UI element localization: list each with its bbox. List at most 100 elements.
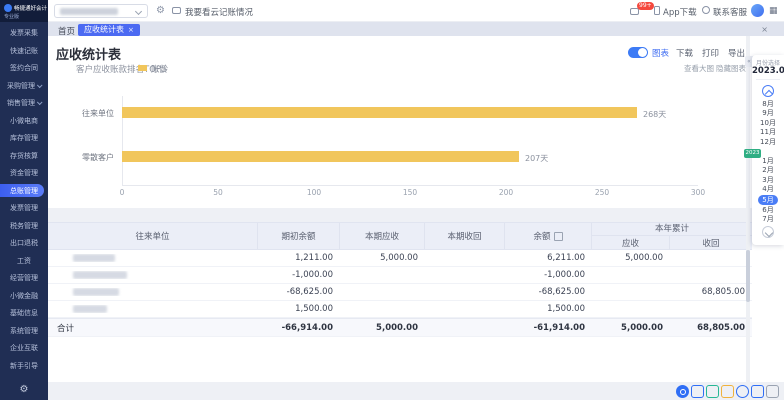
- cell-balance: -1,000.00: [544, 270, 585, 280]
- x-tick-200: 200: [498, 188, 514, 197]
- toggle-knob: [638, 48, 647, 57]
- sidebar: 发票采集 快速记账 签约合同 采购管理 销售管理 小微电商 库存管理 存货核算 …: [0, 22, 48, 400]
- avatar[interactable]: [751, 4, 764, 17]
- sidebar-item-export-rebate[interactable]: 出口退税: [10, 239, 38, 247]
- phone-icon: [654, 6, 660, 15]
- month-item[interactable]: 1月: [762, 157, 774, 165]
- table-row[interactable]: 1,500.00 1,500.00: [48, 301, 752, 318]
- sidebar-item-system[interactable]: 系统管理: [10, 326, 38, 335]
- tab-bar: [48, 22, 784, 36]
- close-icon[interactable]: ×: [128, 26, 134, 34]
- message-badge: 99+: [637, 2, 654, 10]
- sidebar-item-inventory[interactable]: 库存管理: [10, 134, 38, 142]
- month-item[interactable]: 8月: [762, 100, 774, 108]
- col-header-opening: 期初余额: [258, 223, 340, 249]
- customer-name-masked: [48, 305, 258, 313]
- customer-service-icon[interactable]: [676, 385, 689, 398]
- customer-name-masked: [48, 271, 258, 279]
- hide-chart-link[interactable]: 隐藏图表: [716, 64, 746, 73]
- month-item[interactable]: 12月: [760, 137, 776, 146]
- customer-name-masked: [48, 254, 258, 262]
- table-row[interactable]: -68,625.00 -68,625.00 68,805.00: [48, 284, 752, 301]
- table-row[interactable]: 1,211.00 5,000.00 6,211.00 5,000.00: [48, 250, 752, 267]
- month-item[interactable]: 2月: [762, 166, 774, 175]
- view-full-report-link[interactable]: 查看大图: [684, 64, 714, 73]
- close-all-tabs-icon[interactable]: ×: [761, 25, 768, 34]
- sidebar-item-tax[interactable]: 税务管理: [10, 221, 38, 230]
- chevron-down-icon[interactable]: [134, 7, 143, 16]
- gear-icon[interactable]: ⚙: [156, 5, 165, 16]
- sidebar-item-finance-service[interactable]: 小微金融: [10, 291, 38, 300]
- message-icon[interactable]: [630, 8, 639, 15]
- bottom-strip: [48, 382, 784, 400]
- col-header-ytd-receivable: 应收: [592, 236, 670, 250]
- account-set-search-input[interactable]: [54, 4, 148, 18]
- panel-collapse-handle[interactable]: «: [745, 56, 753, 67]
- sidebar-item-base-info[interactable]: 基础信息: [10, 309, 38, 317]
- sidebar-item-payroll[interactable]: 工资: [17, 256, 31, 265]
- edit-icon[interactable]: [706, 385, 719, 398]
- report-icon[interactable]: [691, 385, 704, 398]
- scroll-up-icon[interactable]: [762, 85, 774, 98]
- sidebar-item-operations[interactable]: 经营管理: [10, 274, 38, 282]
- section-divider: [48, 208, 784, 222]
- bar-1: [122, 107, 637, 118]
- month-item[interactable]: 7月: [762, 215, 774, 224]
- cell-opening: 1,500.00: [295, 304, 333, 314]
- table-row[interactable]: -1,000.00 -1,000.00: [48, 267, 752, 284]
- sidebar-item-contract[interactable]: 签约合同: [10, 64, 38, 72]
- month-item[interactable]: 11月: [760, 128, 776, 137]
- month-item[interactable]: 9月: [762, 109, 774, 118]
- month-item[interactable]: 10月: [760, 118, 776, 127]
- sidebar-item-stock-accounting[interactable]: 存货核算: [10, 151, 38, 160]
- scroll-down-icon[interactable]: [762, 226, 774, 238]
- total-balance: -61,914.00: [533, 322, 585, 333]
- cell-opening: -1,000.00: [292, 270, 333, 280]
- app-download-link[interactable]: App下载: [663, 8, 697, 18]
- month-item[interactable]: 4月: [762, 185, 774, 194]
- col-group-ytd: 本年累计 应收 收回: [592, 223, 752, 250]
- sidebar-item-quick-entry[interactable]: 快速记账: [10, 46, 38, 55]
- sidebar-item-general-ledger[interactable]: 总账管理: [10, 186, 38, 195]
- col-header-ytd-received: 收回: [702, 239, 720, 249]
- sidebar-item-invoice-capture[interactable]: 发票采集: [10, 29, 38, 37]
- sidebar-item-sales[interactable]: 销售管理: [0, 96, 48, 110]
- month-item[interactable]: 6月: [762, 206, 774, 214]
- tab-receivable-report[interactable]: 应收统计表 ×: [78, 24, 140, 36]
- apps-grid-icon[interactable]: ▦: [769, 6, 778, 16]
- scrollbar-thumb[interactable]: [746, 250, 750, 302]
- sidebar-item-ecommerce[interactable]: 小微电商: [10, 116, 38, 125]
- year-tag: 2023: [744, 149, 761, 158]
- month-item-selected[interactable]: 5月: [758, 194, 778, 205]
- x-tick-150: 150: [402, 188, 418, 197]
- scrollbar-track[interactable]: [746, 36, 750, 400]
- legend-swatch: [138, 65, 147, 71]
- chart-toggle[interactable]: [628, 47, 648, 58]
- cell-balance: 6,211.00: [547, 253, 585, 263]
- calendar-icon[interactable]: [721, 385, 734, 398]
- help-banner-text[interactable]: 我要看云记账情况: [185, 8, 254, 18]
- month-item[interactable]: 3月: [762, 175, 774, 184]
- settings-gear-icon[interactable]: ⚙: [19, 384, 29, 395]
- cell-period-receivable: 5,000.00: [380, 253, 418, 263]
- menu-icon[interactable]: [766, 385, 779, 398]
- download-button[interactable]: 下载: [676, 49, 694, 59]
- print-button[interactable]: 打印: [702, 49, 720, 59]
- export-button[interactable]: 导出: [728, 49, 746, 59]
- cell-ytd-received: 68,805.00: [701, 287, 745, 297]
- sidebar-item-purchase[interactable]: 采购管理: [0, 79, 48, 93]
- table-header: 往来单位 期初余额 本期应收 本期收回 余额 本年累计 应收 收回: [48, 222, 752, 250]
- apps-icon[interactable]: [751, 385, 764, 398]
- clock-icon[interactable]: [736, 385, 749, 398]
- sidebar-item-funds[interactable]: 资金管理: [10, 169, 38, 177]
- tab-home[interactable]: 首页: [58, 27, 76, 37]
- bar-1-value: 268天: [643, 110, 667, 119]
- service-link[interactable]: 联系客服: [713, 8, 748, 18]
- cell-balance: -68,625.00: [538, 287, 585, 297]
- sidebar-item-invoice-mgmt[interactable]: 发票管理: [10, 204, 38, 212]
- sidebar-item-enterprise-link[interactable]: 企业互联: [10, 344, 38, 352]
- y-axis-line: [122, 96, 123, 186]
- page-title: 应收统计表: [56, 48, 122, 63]
- sidebar-item-onboarding[interactable]: 新手引导: [10, 361, 38, 370]
- calendar-icon[interactable]: [553, 231, 563, 241]
